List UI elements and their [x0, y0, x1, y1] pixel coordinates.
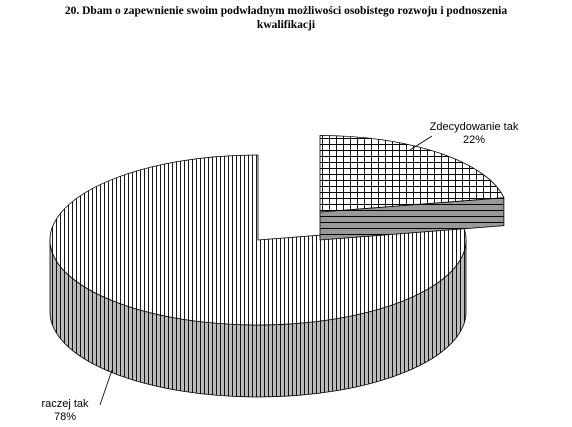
pie-slice	[319, 135, 505, 213]
leader-line	[99, 369, 113, 406]
leader-line	[409, 135, 433, 151]
chart-title: 20. Dbam o zapewnienie swoim podwładnym …	[64, 5, 508, 31]
data-label-category: Zdecydowanie tak	[430, 121, 519, 133]
data-label-value: 22%	[463, 134, 485, 146]
pie-slice	[49, 154, 467, 326]
data-label-value: 78%	[54, 411, 76, 423]
data-label-category: raczej tak	[41, 398, 89, 410]
